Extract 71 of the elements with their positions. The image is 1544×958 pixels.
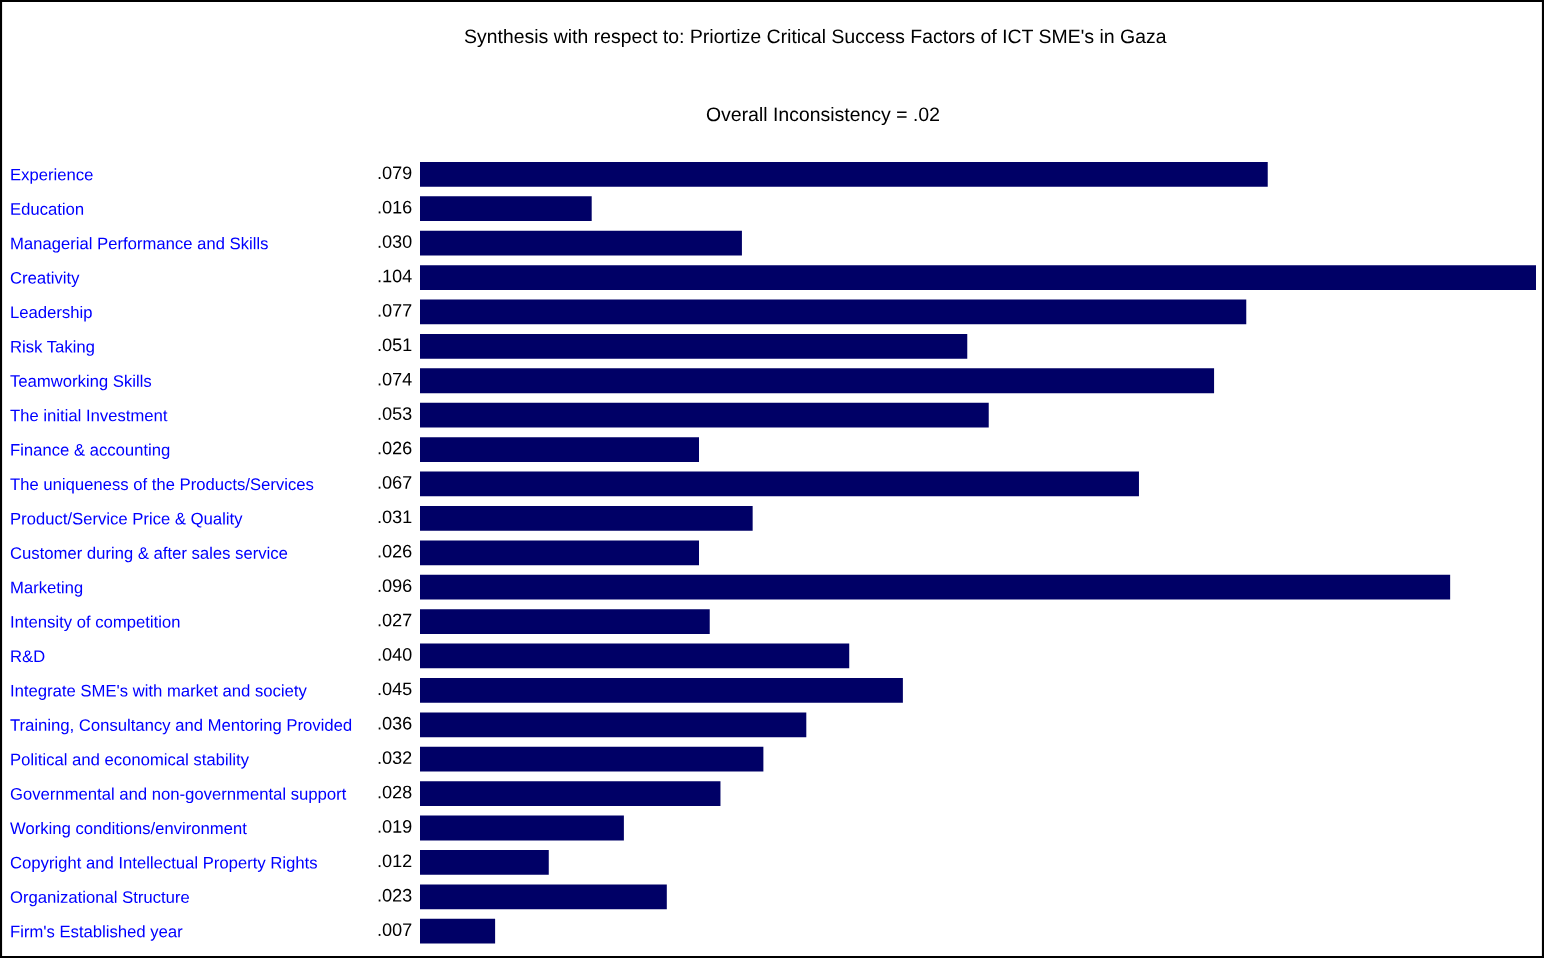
- data-label: .016: [378, 200, 412, 214]
- y-tick-label: Finance & accounting: [11, 443, 170, 460]
- bar: [420, 574, 1451, 600]
- y-tick-label: Leadership: [11, 305, 92, 322]
- bar: [420, 643, 850, 669]
- data-label: .079: [378, 166, 412, 180]
- data-label: .053: [378, 407, 412, 420]
- data-label: .012: [378, 854, 412, 868]
- bar: [420, 196, 592, 222]
- y-tick-label: Working conditions/environment: [10, 821, 247, 838]
- data-label: .036: [378, 716, 412, 730]
- data-label: .026: [378, 544, 412, 558]
- data-label: .007: [378, 923, 412, 937]
- data-label: .051: [378, 338, 412, 352]
- bar: [420, 505, 753, 531]
- y-tick-label: Integrate SME's with market and society: [11, 684, 307, 700]
- y-tick-label: The initial Investment: [10, 409, 168, 422]
- y-tick-label: Product/Service Price & Quality: [11, 512, 243, 528]
- y-tick-label: Risk Taking: [11, 340, 94, 356]
- bar: [420, 712, 807, 738]
- bar: [420, 918, 496, 944]
- y-tick-label: Organizational Structure: [10, 890, 189, 907]
- bar: [420, 678, 903, 703]
- data-label: .074: [378, 372, 412, 386]
- bar: [420, 540, 699, 566]
- data-label: .032: [378, 751, 412, 765]
- data-label: .019: [378, 820, 412, 833]
- y-tick-label: R&D: [11, 650, 45, 663]
- bar: [420, 884, 667, 910]
- y-tick-label: Copyright and Intellectual Property Rights: [10, 856, 317, 872]
- y-tick-label: Intensity of competition: [11, 615, 180, 632]
- data-label: .104: [378, 269, 412, 283]
- data-label: .045: [378, 682, 412, 696]
- y-tick-label: Experience: [11, 168, 93, 184]
- y-tick-label: Teamworking Skills: [10, 374, 152, 391]
- y-tick-label: Customer during & after sales service: [10, 546, 288, 563]
- bar: [420, 609, 710, 634]
- y-tick-label: Education: [11, 202, 84, 215]
- y-tick-label: Political and economical stability: [11, 753, 249, 769]
- data-label: .026: [378, 441, 412, 455]
- data-label: .027: [378, 613, 412, 627]
- y-tick-label: Firm's Established year: [11, 925, 183, 941]
- data-label: .096: [378, 579, 412, 593]
- y-tick-label: Creativity: [10, 271, 80, 288]
- bar: [420, 230, 742, 256]
- data-label: .028: [378, 785, 412, 799]
- y-tick-label: Training, Consultancy and Mentoring Provided: [10, 718, 352, 735]
- y-tick-label: Governmental and non-governmental support: [10, 787, 347, 804]
- bar: [420, 850, 549, 875]
- bar: [420, 333, 968, 359]
- bar: [420, 746, 764, 772]
- bar: [420, 815, 624, 841]
- data-label: .067: [378, 476, 412, 489]
- bar: [420, 437, 699, 462]
- data-label: .031: [378, 510, 412, 524]
- chart-subtitle: Overall Inconsistency = .02: [706, 106, 939, 126]
- data-label: .030: [378, 235, 412, 248]
- bar: [420, 368, 1215, 394]
- bar: [420, 161, 1268, 187]
- data-label: .023: [378, 888, 412, 902]
- data-label: .077: [378, 303, 412, 317]
- bar: [420, 402, 989, 428]
- bar: [420, 299, 1247, 325]
- y-tick-label: The uniqueness of the Products/Services: [10, 477, 314, 494]
- chart-title: Synthesis with respect to: Priortize Critical Success Factors of ICT SME's in Gaza: [464, 28, 1167, 48]
- bar: [420, 781, 721, 806]
- data-label: .040: [378, 648, 412, 661]
- y-tick-label: Marketing: [11, 581, 83, 597]
- y-tick-label: Managerial Performance and Skills: [11, 237, 268, 253]
- bar: [420, 471, 1139, 497]
- bar: [420, 265, 1536, 290]
